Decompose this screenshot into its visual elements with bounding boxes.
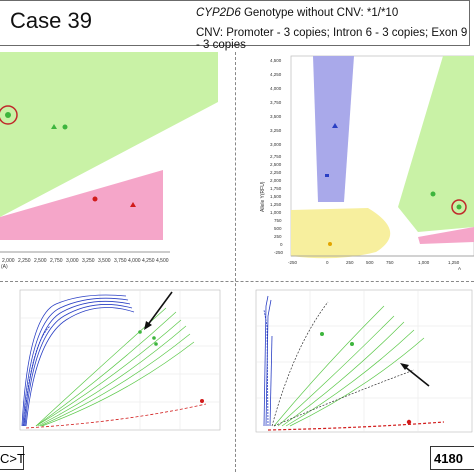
y-tick-3: 2,000: [270, 178, 282, 183]
pink-cluster-zone: [418, 227, 474, 244]
green-point-2: [350, 342, 354, 346]
x-tick-5: 3,250: [82, 258, 95, 264]
y-tick-9: 500: [274, 226, 282, 231]
top-left-cluster-plot: 2,000 2,250 2,500 2,750 3,000 3,250 3,50…: [0, 52, 234, 272]
genotype-text: Genotype without CNV: *1/*10: [240, 7, 399, 19]
red-point: [406, 419, 412, 425]
top-left-plot-svg: 2,000 2,250 2,500 2,750 3,000 3,250 3,50…: [0, 52, 234, 272]
green-cluster-zone: [398, 56, 474, 232]
x-tick-labels: -250 0 250 500 750 1,000 1,250 A: [288, 260, 461, 271]
x-tick-1: 0: [326, 260, 329, 265]
red-point: [200, 399, 204, 403]
y-tick-12: -250: [274, 250, 284, 255]
bottom-right-amplification-plot: [244, 286, 474, 444]
cnv-line: CNV: Promoter - 3 copies; Intron 6 - 3 c…: [196, 27, 468, 51]
red-curve: [25, 403, 207, 429]
y-tick-top-6: 3,000: [270, 142, 282, 147]
y-tick-top-4: 3,500: [270, 114, 282, 119]
circled-green-point: [456, 204, 462, 210]
pink-cluster-zone: [0, 170, 163, 240]
x-tick-6: 3,500: [98, 258, 111, 264]
vertical-divider: [235, 52, 236, 472]
arrow-indicator: [146, 291, 173, 327]
yellow-cluster-zone: [291, 208, 391, 259]
black-curves: [271, 301, 415, 427]
green-point: [320, 332, 324, 336]
y-tick-6: 1,250: [270, 202, 282, 207]
x-tick-0: -250: [288, 260, 298, 265]
y-tick-10: 250: [274, 234, 282, 239]
horizontal-divider: [0, 281, 474, 282]
green-cluster-zone: [0, 52, 218, 217]
green-point-2: [152, 336, 156, 340]
blue-curves: [263, 295, 273, 427]
x-tick-9: 4,250: [142, 258, 155, 264]
y-tick-top-2: 4,000: [270, 86, 282, 91]
red-point: [92, 196, 98, 202]
circled-green-point: [5, 112, 11, 118]
red-triangle-point: [130, 202, 136, 207]
y-tick-top-3: 3,750: [270, 100, 282, 105]
y-tick-2: 2,250: [270, 170, 282, 175]
y-tick-7: 1,000: [270, 210, 282, 215]
top-right-cluster-plot: 4,500 4,250 4,000 3,750 3,500 3,250 3,00…: [258, 52, 474, 272]
gene-name: CYP2D6: [196, 7, 241, 19]
y-tick-4: 1,750: [270, 186, 282, 191]
green-point: [62, 124, 68, 130]
y-tick-top-1: 4,250: [270, 72, 282, 77]
case-title: Case 39: [10, 8, 92, 33]
green-point: [430, 191, 436, 197]
x-tick-2: 250: [346, 260, 354, 265]
x-tick-0: 2,000: [2, 258, 15, 264]
genotype-line: CYP2D6 Genotype without CNV: *1/*10: [196, 7, 398, 19]
y-tick-0: 2,750: [270, 154, 282, 159]
bottom-left-plot-svg: [6, 286, 224, 444]
x-tick-6: 1,250: [448, 260, 460, 265]
case-header: Case 39 CYP2D6 Genotype without CNV: *1/…: [0, 0, 470, 51]
x-tick-3: 2,750: [50, 258, 63, 264]
y-tick-5: 1,500: [270, 194, 282, 199]
green-curves: [273, 305, 425, 427]
red-curve: [267, 421, 445, 431]
x-tick-4: 3,000: [66, 258, 79, 264]
y-tick-labels: 4,500 4,250 4,000 3,750 3,500 3,250 3,00…: [270, 58, 284, 255]
green-curves: [35, 307, 195, 427]
y-tick-11: 0: [280, 242, 283, 247]
x-tick-5: 1,000: [418, 260, 430, 265]
x-tick-8: 4,000: [128, 258, 141, 264]
blue-cluster-zone: [313, 56, 354, 202]
x-tick-labels: 2,000 2,250 2,500 2,750 3,000 3,250 3,50…: [1, 258, 169, 270]
blue-point: [325, 174, 329, 177]
y-axis-label: Allele Y(RFU): [260, 181, 266, 212]
bottom-left-amplification-plot: [6, 286, 224, 444]
x-tick-1: 2,250: [18, 258, 31, 264]
x-tick-4: 750: [386, 260, 394, 265]
x-tick-2: 2,500: [34, 258, 47, 264]
x-tick-10: 4,500: [156, 258, 169, 264]
blue-triangle-point: [332, 123, 338, 128]
x-unit: (A): [1, 264, 8, 270]
x-tick-7: 3,750: [114, 258, 127, 264]
green-point: [138, 330, 142, 334]
green-point-3: [154, 342, 158, 346]
top-right-plot-svg: 4,500 4,250 4,000 3,750 3,500 3,250 3,00…: [258, 52, 474, 272]
x-unit: A: [458, 266, 461, 271]
variant-tag-right: 4180: [430, 446, 474, 470]
yellow-zone-point: [328, 242, 332, 246]
x-tick-3: 500: [366, 260, 374, 265]
green-triangle-point: [51, 124, 57, 129]
y-tick-top-5: 3,250: [270, 128, 282, 133]
y-tick-8: 750: [274, 218, 282, 223]
bottom-right-plot-svg: [244, 286, 474, 444]
arrow-indicator: [403, 365, 430, 387]
y-tick-top-0: 4,500: [270, 58, 282, 63]
y-tick-1: 2,500: [270, 162, 282, 167]
blue-curves: [21, 294, 135, 427]
variant-tag-left: C>T: [0, 446, 25, 470]
